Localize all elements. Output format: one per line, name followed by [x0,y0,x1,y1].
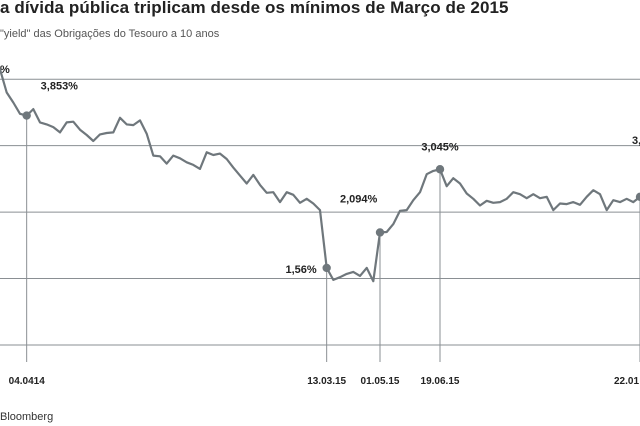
data-label: 3,045% [421,141,459,153]
x-tick-label: 04.0414 [9,376,46,387]
data-point-marker [635,192,640,202]
chart-title: a dívida pública triplicam desde os míni… [0,0,509,17]
data-label: 3,853% [41,81,79,93]
data-label: 1,56% [285,264,316,276]
x-tick-label: 01.05.15 [361,376,400,387]
data-point-marker [322,263,331,273]
data-labels: 3,853% 1,56% 2,094% 3,045% 3, [41,81,640,276]
x-tick-label: 19.06.15 [421,376,460,387]
chart-subtitle: "yield" das Obrigações do Tesouro a 10 a… [0,28,220,40]
yield-series-line [0,68,640,283]
data-point-marker [435,165,445,174]
source-note: Bloomberg [0,411,54,423]
x-tick-labels: 04.0414 13.03.15 01.05.15 19.06.15 22.01 [9,376,640,387]
annotation-leader-lines [26,115,640,362]
data-label: 3, [632,135,640,147]
annotation-markers [22,111,640,273]
data-point-marker [375,228,385,237]
x-tick-label: 22.01 [614,376,639,387]
x-tick-label: 13.03.15 [307,376,346,387]
clipped-top-label: % [0,64,10,76]
data-label: 2,094% [340,193,378,205]
data-point-marker [22,111,31,120]
